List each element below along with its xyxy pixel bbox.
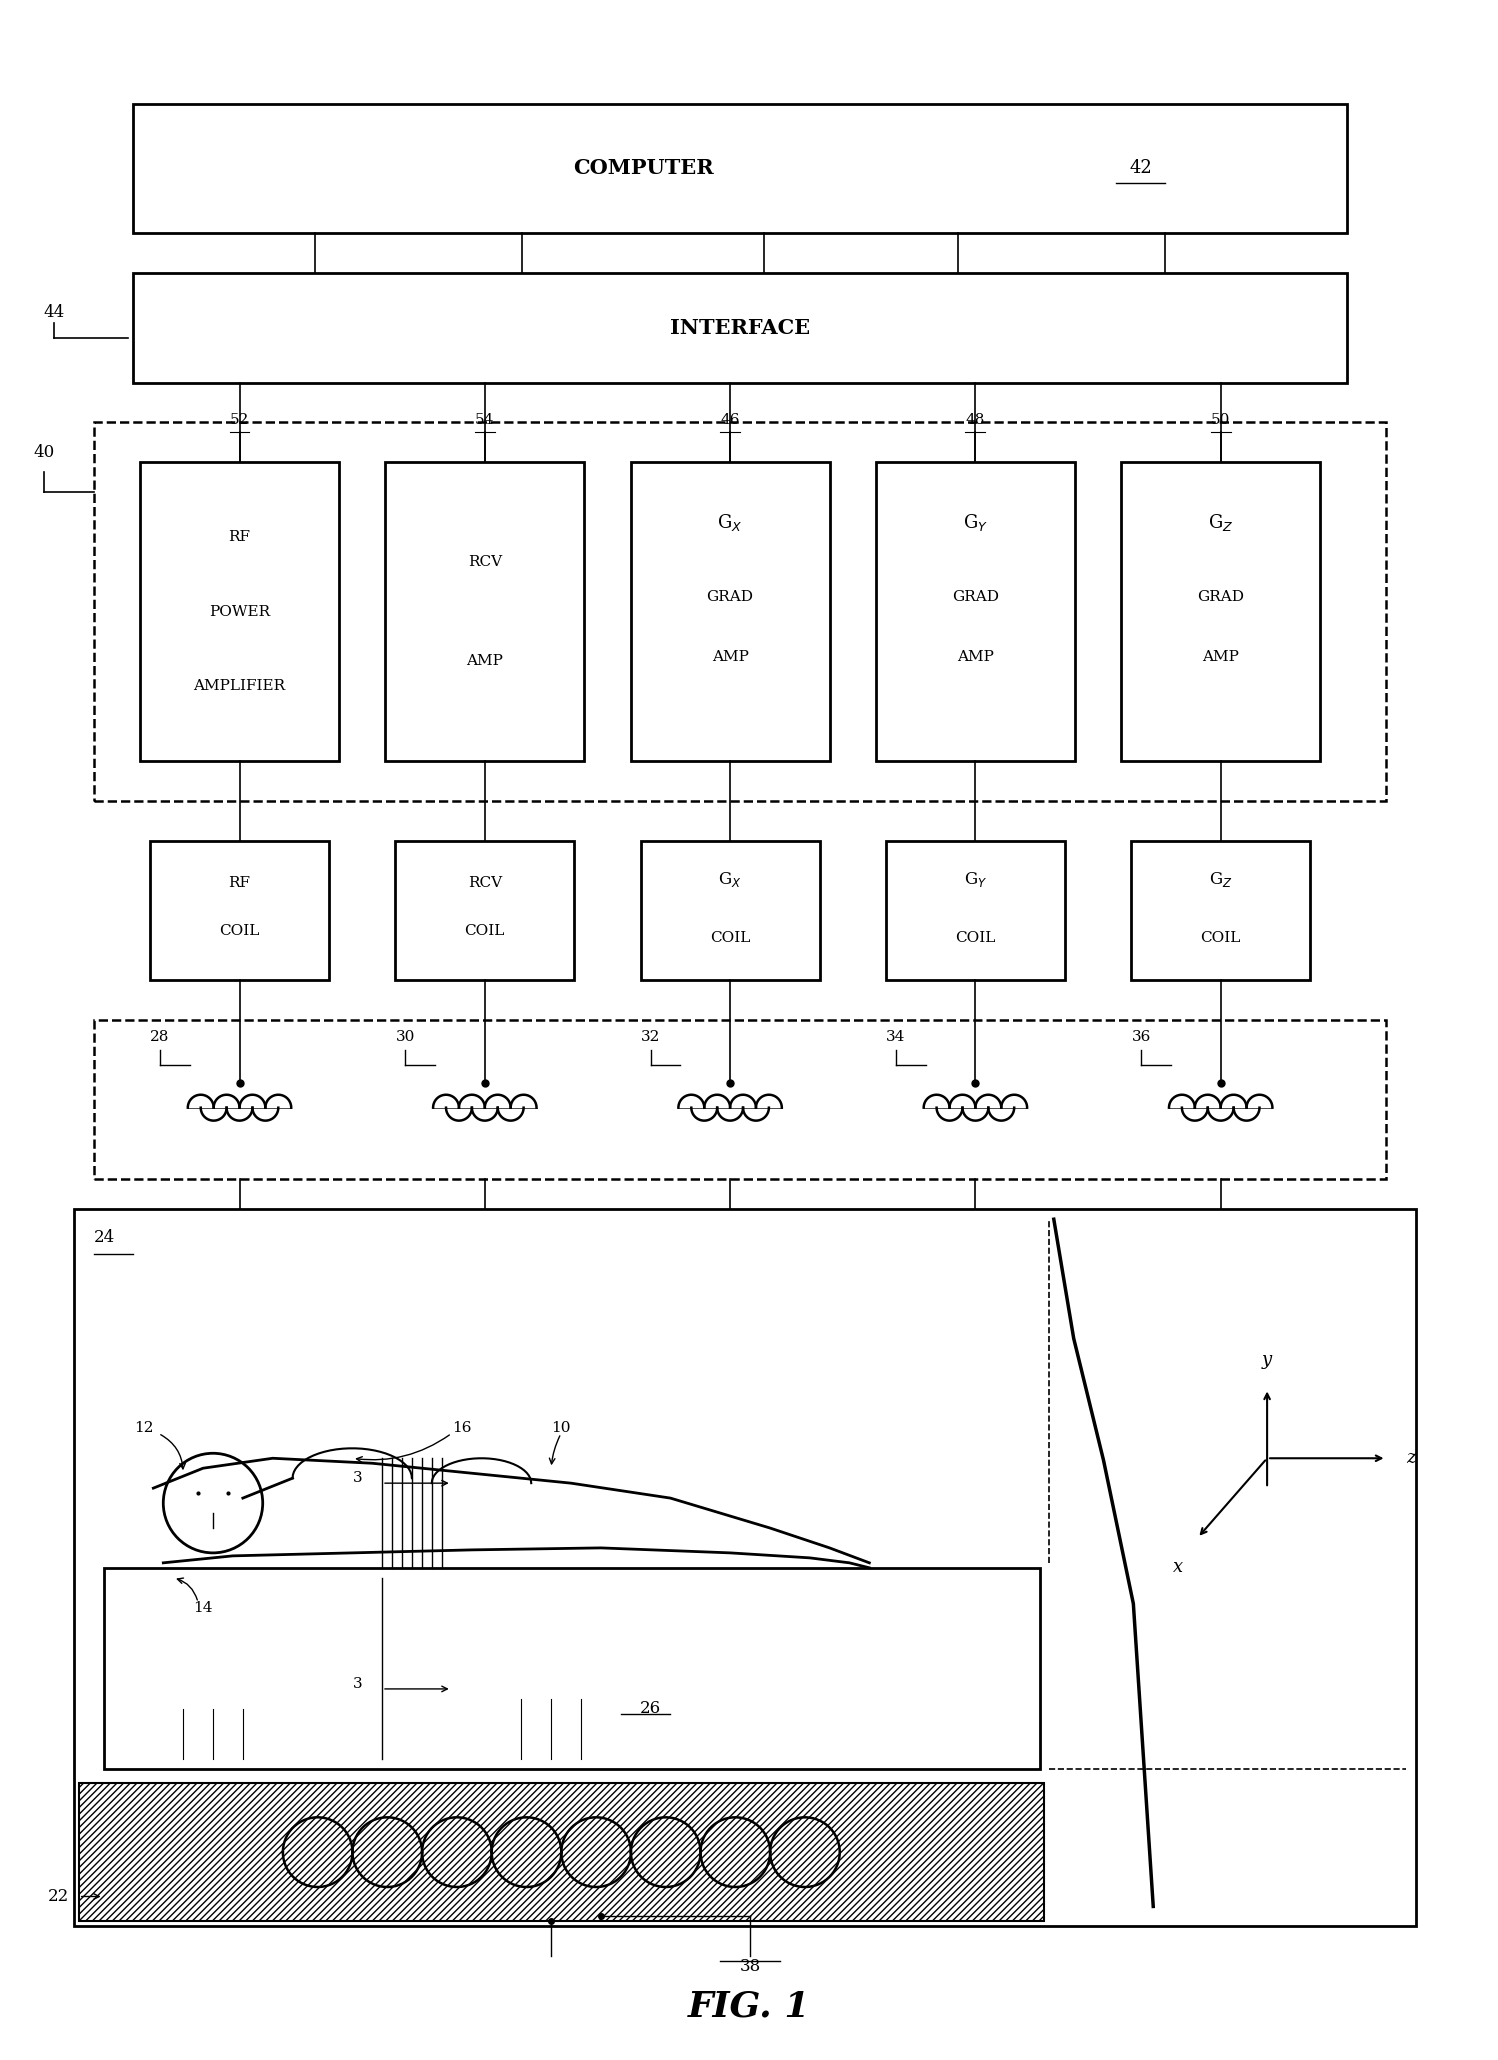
Text: G$_X$: G$_X$ [718, 511, 743, 534]
Text: RF: RF [229, 529, 250, 544]
Text: COIL: COIL [219, 925, 259, 939]
Text: AMP: AMP [466, 655, 503, 670]
Text: 32: 32 [641, 1030, 661, 1044]
Text: 40: 40 [33, 443, 54, 461]
Text: RF: RF [229, 876, 250, 890]
Bar [641, 840, 819, 981]
Text: 28: 28 [150, 1030, 169, 1044]
Text: 14: 14 [193, 1601, 213, 1615]
Bar [385, 461, 584, 760]
Text: 12: 12 [133, 1421, 153, 1436]
Bar [133, 103, 1347, 233]
Text: 26: 26 [640, 1700, 661, 1718]
Text: 50: 50 [1210, 414, 1230, 426]
Text: COIL: COIL [956, 931, 996, 946]
Text: 46: 46 [721, 414, 740, 426]
Bar [1121, 461, 1320, 760]
Text: 24: 24 [94, 1230, 115, 1246]
Text: 42: 42 [1129, 159, 1152, 177]
Text: COIL: COIL [710, 931, 750, 946]
Text: 16: 16 [452, 1421, 472, 1436]
Bar [885, 840, 1065, 981]
Bar [103, 1568, 1041, 1770]
Text: COMPUTER: COMPUTER [572, 159, 713, 179]
Text: GRAD: GRAD [951, 589, 999, 604]
Bar [133, 274, 1347, 383]
Text: POWER: POWER [208, 606, 270, 618]
Text: G$_Y$: G$_Y$ [963, 511, 989, 534]
Bar [395, 840, 574, 981]
Bar [631, 461, 830, 760]
Text: x: x [1173, 1557, 1182, 1576]
Bar [73, 1209, 1416, 1926]
Bar [141, 461, 339, 760]
Text: FIG. 1: FIG. 1 [688, 1990, 810, 2023]
Bar [79, 1784, 1044, 1922]
Text: 22: 22 [48, 1887, 69, 1906]
Text: GRAD: GRAD [1197, 589, 1245, 604]
Text: AMP: AMP [957, 649, 993, 663]
Text: AMPLIFIER: AMPLIFIER [193, 680, 286, 694]
Text: 52: 52 [229, 414, 249, 426]
Text: RCV: RCV [467, 554, 502, 569]
Bar [94, 422, 1387, 801]
Text: 34: 34 [887, 1030, 905, 1044]
Bar [150, 840, 330, 981]
Text: 3: 3 [352, 1677, 363, 1691]
Text: COIL: COIL [464, 925, 505, 939]
Text: 44: 44 [43, 305, 64, 321]
Text: 36: 36 [1131, 1030, 1150, 1044]
Text: INTERFACE: INTERFACE [670, 317, 810, 338]
Text: G$_Z$: G$_Z$ [1207, 511, 1233, 534]
Bar [94, 1020, 1387, 1180]
Text: z: z [1407, 1450, 1416, 1467]
Text: G$_Y$: G$_Y$ [963, 869, 987, 890]
Text: G$_X$: G$_X$ [719, 869, 742, 890]
Text: 38: 38 [740, 1957, 761, 1976]
Text: GRAD: GRAD [707, 589, 753, 604]
Text: RCV: RCV [467, 876, 502, 890]
Text: y: y [1261, 1351, 1272, 1368]
Text: 30: 30 [395, 1030, 415, 1044]
Text: 3: 3 [352, 1471, 363, 1485]
Text: G$_Z$: G$_Z$ [1209, 869, 1233, 890]
Text: 10: 10 [551, 1421, 571, 1436]
Text: 48: 48 [966, 414, 986, 426]
Bar [1131, 840, 1311, 981]
Bar [876, 461, 1076, 760]
Text: 54: 54 [475, 414, 494, 426]
Text: AMP: AMP [1203, 649, 1239, 663]
Text: COIL: COIL [1200, 931, 1240, 946]
Text: AMP: AMP [712, 649, 749, 663]
